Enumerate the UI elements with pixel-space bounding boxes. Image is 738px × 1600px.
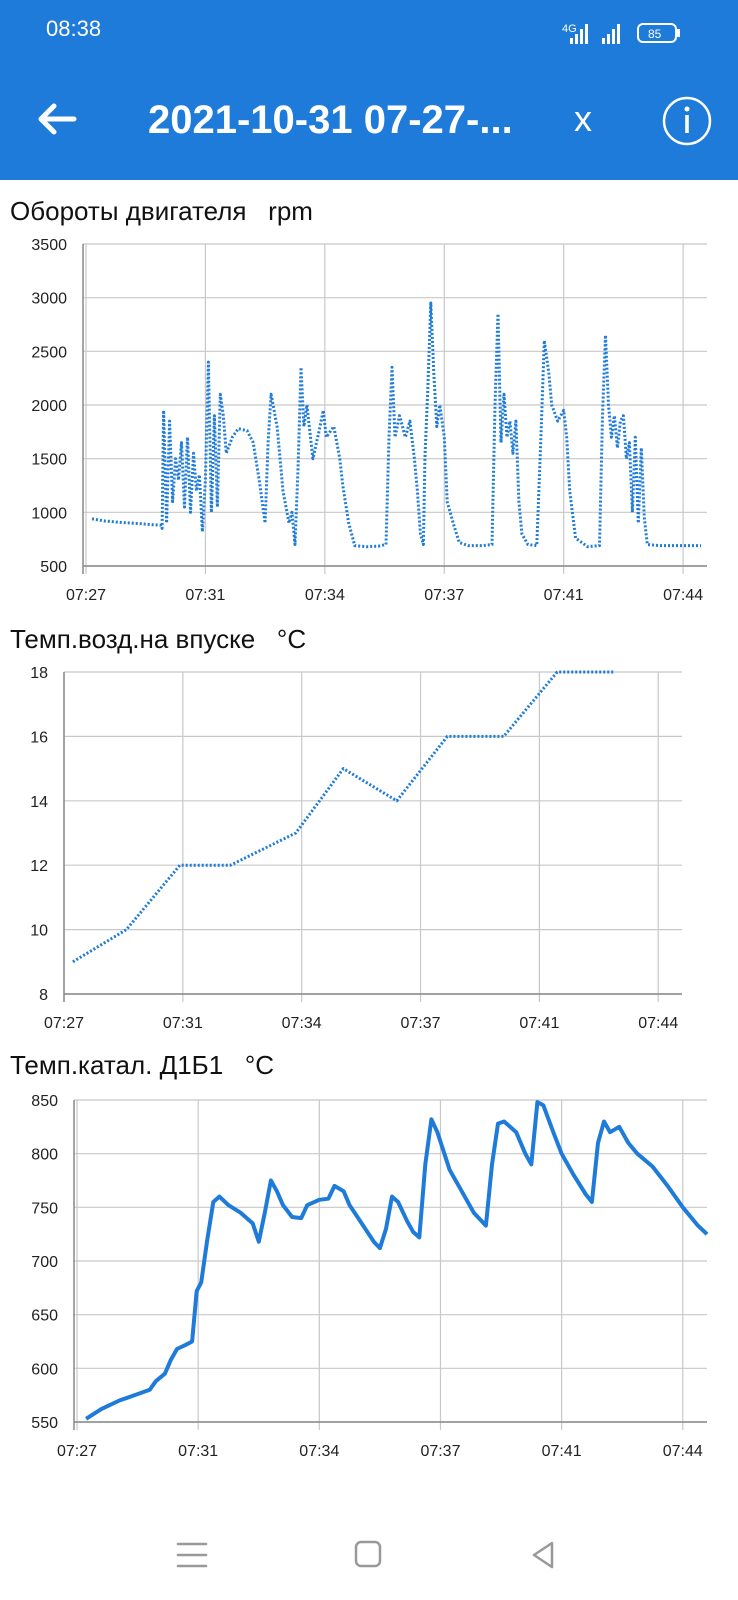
- series-line: [91, 301, 701, 549]
- y-tick-label: 550: [31, 1415, 58, 1432]
- y-tick-label: 8: [39, 987, 48, 1004]
- navigation-bar: [0, 1508, 738, 1600]
- battery-level: 85: [648, 27, 662, 41]
- x-tick-label: 07:37: [424, 587, 464, 604]
- intake-temp-chart: 8 10 12 14 16 18 07:27 07:31 07:34 07:37 07:41 07:4…: [30, 665, 682, 1032]
- page-title: 2021-10-31 07-27-...: [148, 98, 513, 142]
- x-tick-label: 07:44: [663, 1443, 703, 1460]
- y-tick-label: 18: [30, 665, 48, 682]
- x-tick-label: 07:27: [66, 587, 106, 604]
- signal-icon-2: [602, 24, 620, 44]
- arrow-left-icon[interactable]: [34, 96, 80, 142]
- y-tick-label: 12: [30, 858, 48, 875]
- network-type: 4G: [562, 23, 577, 35]
- x-tick-label: 07:31: [163, 1015, 203, 1032]
- menu-icon[interactable]: [172, 1538, 212, 1572]
- chart-title-catalyst-temp: Темп.катал. Д1Б1 °C: [10, 1050, 275, 1080]
- close-button[interactable]: x: [574, 98, 592, 139]
- y-tick-label: 600: [31, 1361, 58, 1378]
- app-bar: 08:38 4G 85 2021-10-31 07-27-... x: [0, 0, 738, 180]
- x-tick-label: 07:41: [542, 1443, 582, 1460]
- x-tick-label: 07:34: [305, 587, 345, 604]
- info-icon[interactable]: [662, 96, 712, 146]
- chart-title-intake-temp: Темп.возд.на впуске °C: [10, 624, 307, 654]
- x-tick-label: 07:44: [638, 1015, 678, 1032]
- rpm-chart: 500 1000 1500 2000 2500 3000 3500 07:27 07:31 07:…: [31, 237, 707, 604]
- series-line: [85, 1100, 709, 1421]
- x-tick-label: 07:37: [420, 1443, 460, 1460]
- catalyst-temp-chart: 550 600 650 700 750 800 850 07:27 07:31 07:34 07:3…: [31, 1093, 709, 1460]
- y-tick-label: 3500: [31, 237, 67, 254]
- signal-icon: [570, 24, 588, 44]
- back-icon[interactable]: [524, 1538, 564, 1572]
- y-tick-label: 2000: [31, 398, 67, 415]
- x-tick-label: 07:27: [44, 1015, 84, 1032]
- x-tick-label: 07:34: [282, 1015, 322, 1032]
- x-tick-label: 07:31: [185, 587, 225, 604]
- y-tick-label: 10: [30, 923, 48, 940]
- x-tick-label: 07:31: [178, 1443, 218, 1460]
- status-time: 08:38: [46, 16, 102, 41]
- y-tick-label: 800: [31, 1147, 58, 1164]
- x-tick-label: 07:37: [401, 1015, 441, 1032]
- y-tick-label: 850: [31, 1093, 58, 1110]
- series-line: [72, 670, 614, 964]
- y-tick-label: 2500: [31, 344, 67, 361]
- battery-icon: 85: [637, 23, 680, 43]
- y-tick-label: 650: [31, 1308, 58, 1325]
- x-tick-label: 07:41: [544, 587, 584, 604]
- x-tick-label: 07:27: [57, 1443, 97, 1460]
- y-tick-label: 3000: [31, 291, 67, 308]
- y-tick-label: 750: [31, 1200, 58, 1217]
- x-tick-label: 07:44: [663, 587, 703, 604]
- y-tick-label: 700: [31, 1254, 58, 1271]
- status-icons: 4G 85: [562, 23, 680, 44]
- y-tick-label: 1500: [31, 452, 67, 469]
- y-tick-label: 16: [30, 729, 48, 746]
- y-tick-label: 1000: [31, 505, 67, 522]
- home-icon[interactable]: [348, 1538, 388, 1572]
- x-tick-label: 07:41: [519, 1015, 559, 1032]
- chart-title-rpm: Обороты двигателя rpm: [10, 196, 313, 226]
- y-tick-label: 500: [40, 559, 67, 576]
- y-tick-label: 14: [30, 794, 48, 811]
- x-tick-label: 07:34: [299, 1443, 339, 1460]
